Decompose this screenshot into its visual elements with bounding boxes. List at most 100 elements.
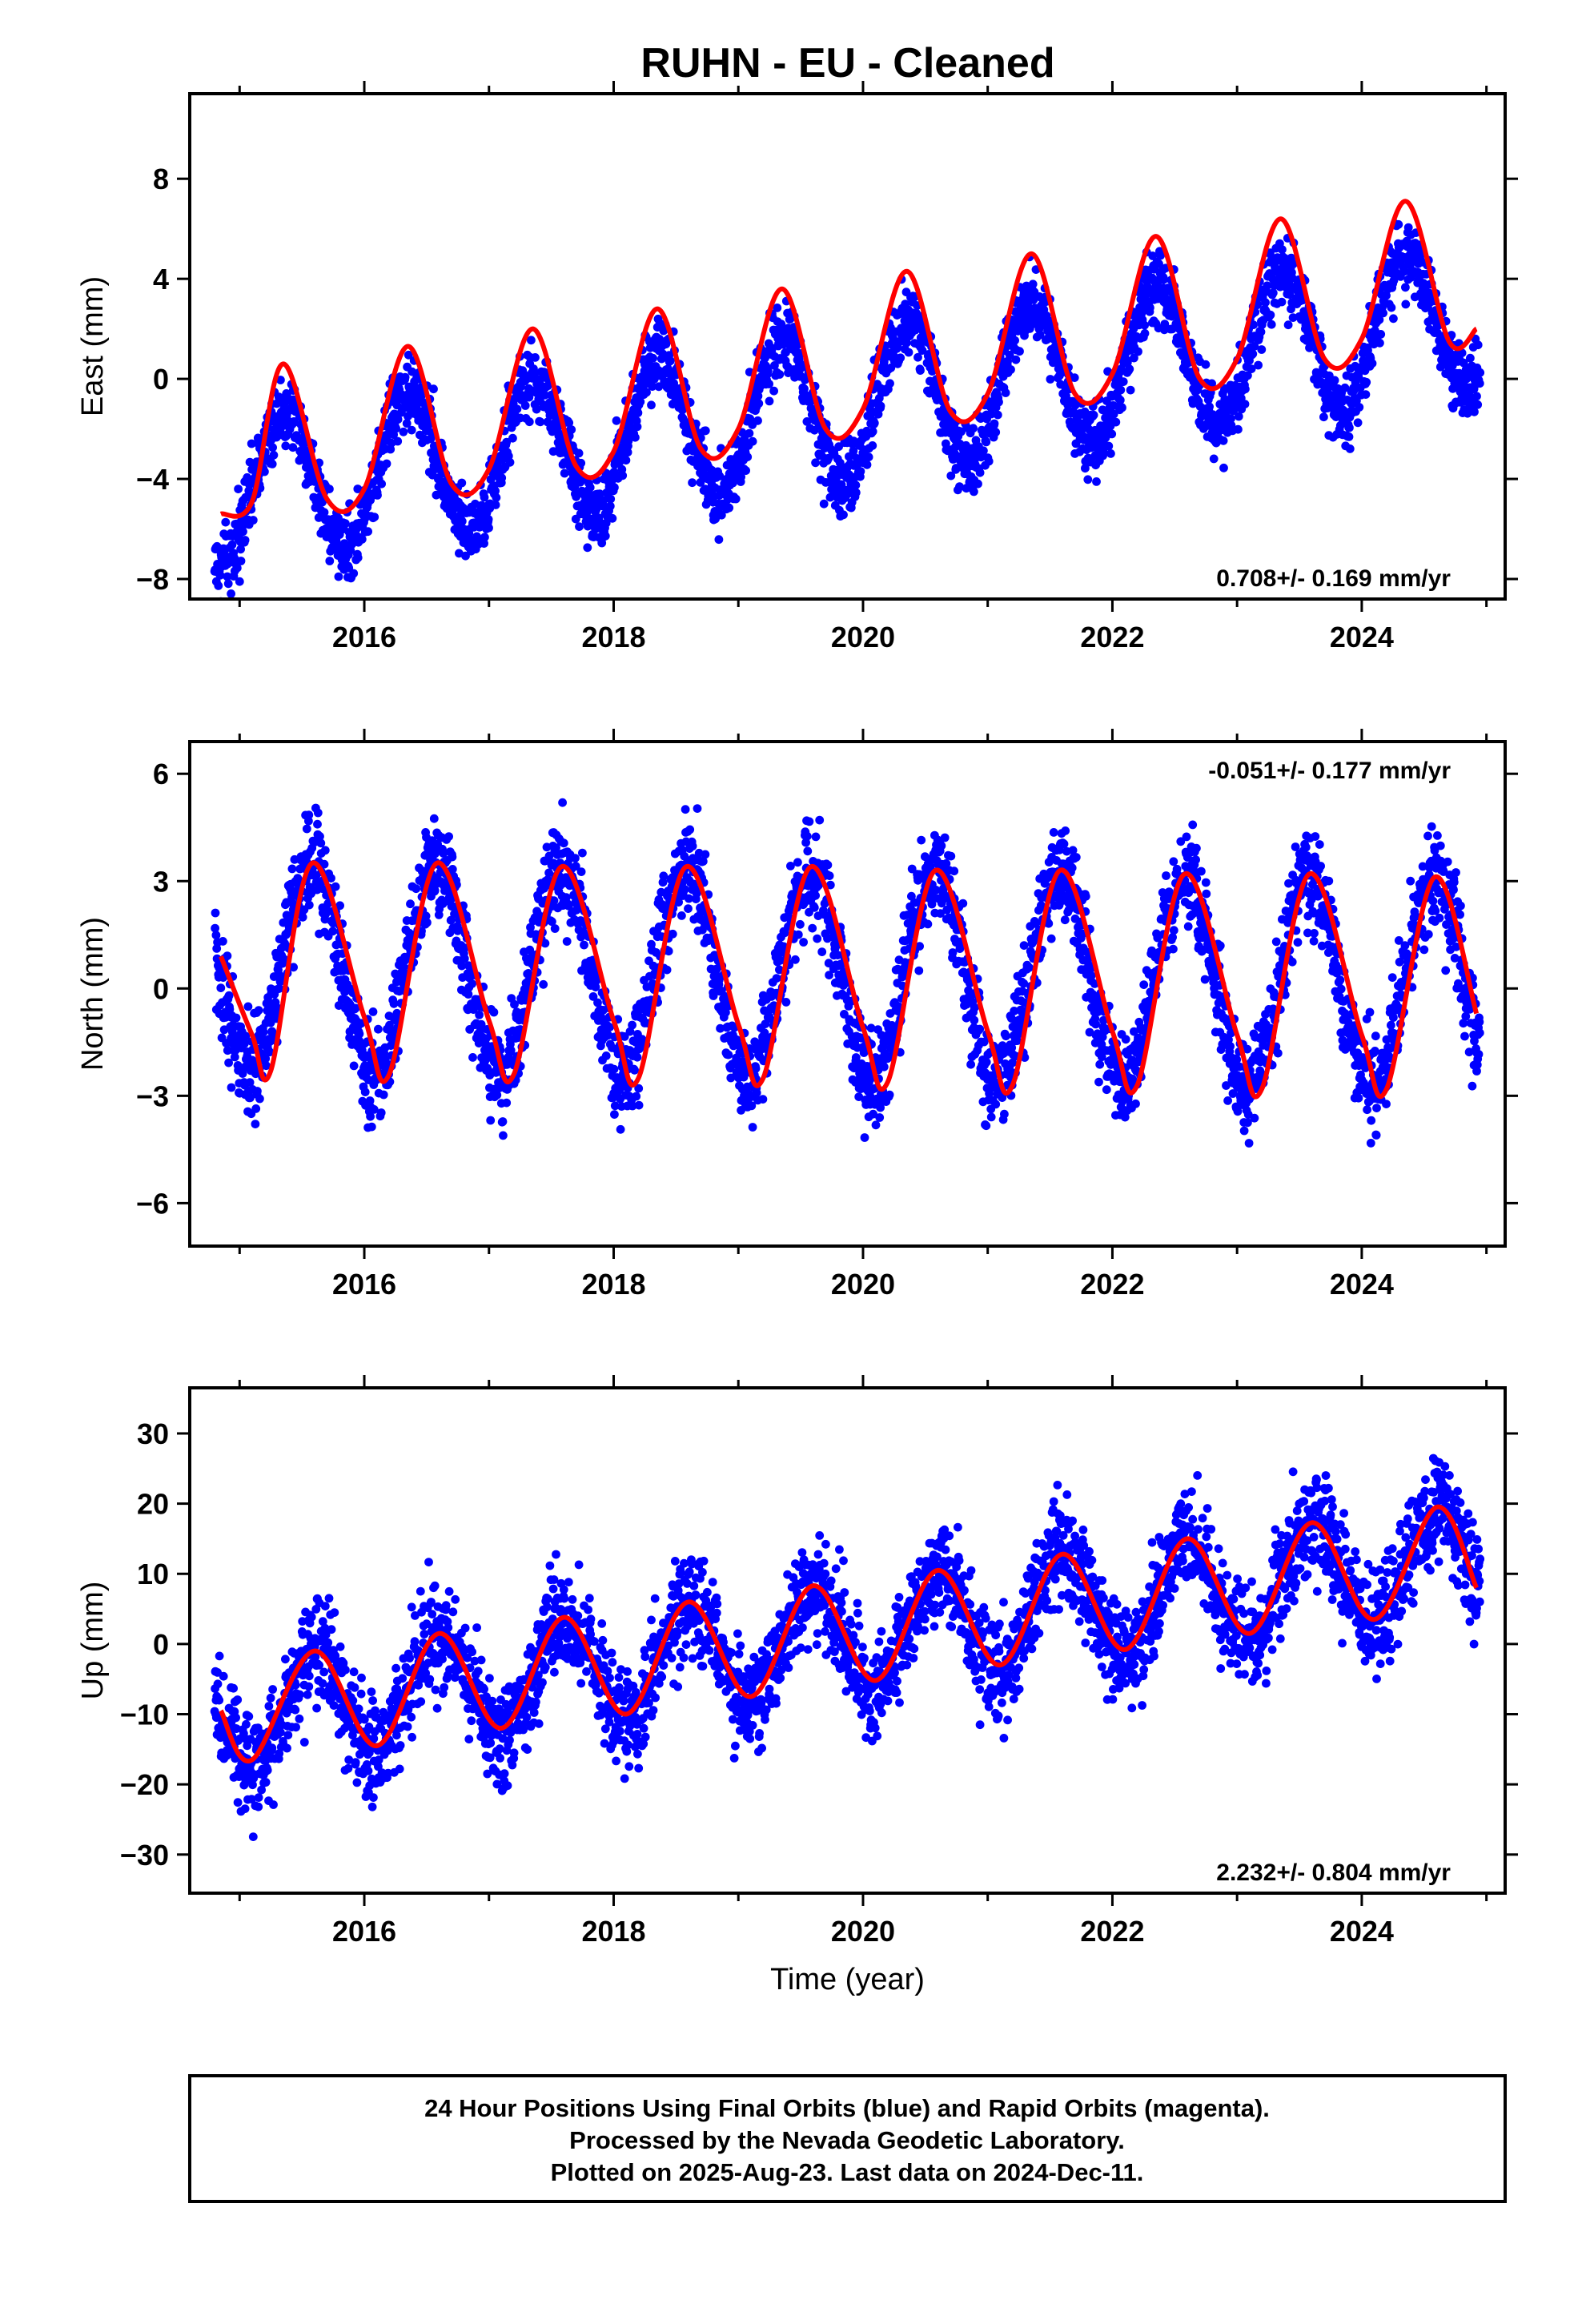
obs-point	[265, 1047, 275, 1057]
obs-point	[731, 494, 741, 504]
obs-point	[567, 425, 576, 434]
obs-point	[255, 1094, 264, 1104]
plot-area	[211, 798, 1484, 1148]
obs-point	[1219, 463, 1228, 472]
obs-point	[751, 1063, 761, 1073]
obs-point	[1261, 298, 1270, 308]
obs-point	[234, 485, 243, 493]
obs-point	[349, 1061, 359, 1071]
obs-point	[648, 382, 657, 391]
obs-point	[1122, 358, 1132, 367]
obs-point	[786, 862, 795, 870]
obs-point	[724, 1050, 733, 1059]
obs-point	[1362, 377, 1371, 387]
obs-point	[331, 882, 340, 891]
obs-point	[259, 1027, 268, 1037]
obs-point	[230, 1052, 239, 1062]
obs-point	[1266, 310, 1275, 320]
obs-point	[316, 838, 326, 848]
obs-point	[261, 1054, 271, 1063]
obs-point	[360, 1088, 370, 1096]
obs-point	[499, 1131, 508, 1140]
obs-point	[236, 545, 245, 554]
obs-point	[223, 572, 232, 581]
obs-point	[817, 947, 827, 956]
obs-point	[659, 871, 669, 881]
obs-point	[1319, 412, 1328, 422]
obs-point	[851, 480, 861, 490]
obs-point	[815, 815, 825, 825]
obs-point	[825, 871, 834, 880]
obs-point	[685, 825, 695, 834]
obs-point	[593, 998, 602, 1007]
obs-point	[1254, 360, 1263, 370]
obs-point	[765, 380, 773, 388]
obs-point	[304, 810, 314, 819]
obs-point	[745, 428, 754, 438]
obs-point	[942, 439, 950, 448]
obs-point	[717, 510, 726, 520]
obs-point	[984, 456, 994, 466]
obs-point	[813, 934, 822, 943]
obs-point	[802, 831, 812, 841]
obs-point	[399, 427, 408, 436]
obs-point	[681, 805, 690, 814]
obs-point	[990, 419, 999, 428]
obs-point	[289, 963, 298, 972]
obs-point	[1146, 303, 1154, 312]
obs-point	[497, 473, 507, 483]
obs-point	[455, 549, 464, 558]
obs-point	[748, 1123, 757, 1132]
obs-point	[1115, 396, 1125, 404]
obs-point	[975, 468, 985, 477]
obs-point	[1345, 444, 1355, 453]
obs-point	[1118, 403, 1126, 412]
obs-point	[876, 401, 885, 411]
obs-point	[610, 1110, 619, 1119]
obs-point	[224, 991, 234, 1000]
obs-point	[215, 570, 225, 580]
obs-point	[408, 367, 416, 376]
obs-point	[548, 917, 556, 927]
obs-point	[377, 479, 386, 489]
obs-point	[239, 1039, 249, 1048]
obs-point	[446, 915, 456, 925]
obs-point	[313, 819, 322, 829]
obs-point	[367, 1122, 376, 1132]
obs-point	[1125, 364, 1134, 374]
obs-point	[211, 923, 219, 933]
obs-point	[737, 472, 745, 481]
obs-point	[781, 348, 790, 357]
obs-point	[524, 392, 534, 402]
obs-point	[913, 352, 922, 362]
obs-point	[429, 814, 439, 823]
obs-point	[211, 931, 221, 940]
obs-point	[1015, 347, 1024, 356]
obs-point	[808, 923, 817, 933]
obs-point	[524, 417, 534, 427]
obs-point	[677, 911, 686, 920]
obs-point	[527, 336, 536, 345]
obs-point	[1250, 342, 1259, 351]
obs-point	[235, 577, 244, 586]
obs-point	[320, 846, 330, 855]
obs-point	[1340, 383, 1350, 392]
obs-point	[464, 529, 474, 538]
obs-point	[480, 539, 488, 548]
obs-point	[1116, 385, 1126, 395]
obs-point	[1473, 340, 1483, 350]
obs-point	[970, 487, 978, 497]
obs-point	[802, 417, 812, 426]
obs-point	[1352, 396, 1361, 405]
obs-point	[402, 419, 412, 428]
obs-point	[571, 862, 580, 871]
obs-point	[363, 527, 372, 537]
obs-point	[825, 880, 835, 890]
obs-point	[805, 817, 814, 826]
obs-point	[508, 433, 517, 443]
obs-point	[1344, 432, 1354, 441]
obs-point	[600, 531, 610, 541]
obs-point	[1241, 384, 1250, 394]
obs-point	[1001, 388, 1010, 397]
obs-point	[1403, 223, 1413, 232]
